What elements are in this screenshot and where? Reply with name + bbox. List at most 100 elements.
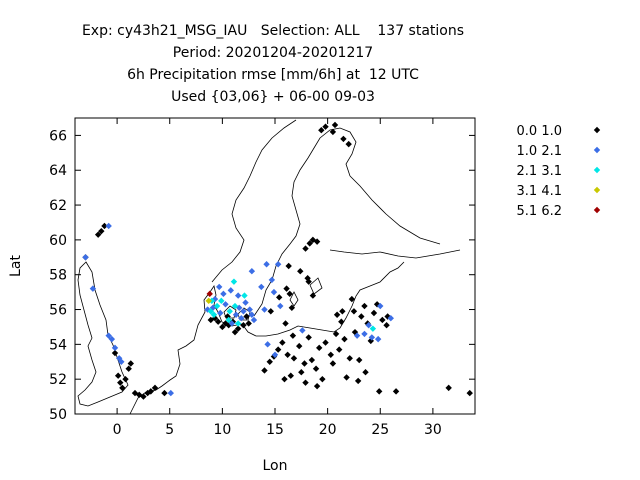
- station-point: [374, 335, 382, 343]
- station-point: [243, 313, 250, 320]
- station-point: [289, 332, 297, 339]
- station-point: [258, 283, 265, 291]
- station-point: [309, 292, 317, 299]
- data-points: [82, 121, 473, 400]
- station-point: [206, 290, 213, 298]
- legend-marker: [593, 166, 601, 174]
- station-point: [261, 367, 268, 374]
- station-point: [127, 360, 134, 367]
- station-point: [117, 379, 124, 386]
- station-point: [322, 339, 329, 346]
- station-point: [276, 294, 283, 301]
- station-point: [98, 227, 105, 235]
- station-point: [387, 315, 394, 322]
- station-point: [231, 328, 239, 336]
- station-point: [161, 389, 168, 397]
- station-point: [225, 316, 232, 324]
- station-point: [282, 320, 289, 327]
- station-point: [350, 308, 358, 315]
- station-point: [376, 388, 383, 395]
- station-point: [370, 309, 378, 317]
- station-point: [343, 374, 350, 381]
- legend-label: 2.1 3.1: [517, 164, 562, 179]
- station-point: [274, 261, 282, 268]
- station-point: [286, 290, 293, 298]
- station-point: [284, 351, 291, 358]
- station-point: [338, 318, 345, 325]
- y-tick-label: 52: [49, 372, 67, 388]
- station-point: [82, 254, 89, 261]
- legend-marker: [593, 146, 601, 154]
- station-point: [241, 292, 248, 299]
- header-line-2: Period: 20201204-20201217: [172, 45, 374, 61]
- station-point: [125, 365, 132, 372]
- station-point: [336, 346, 343, 353]
- legend-label: 3.1 4.1: [517, 184, 562, 199]
- x-axis-label: Lon: [263, 458, 288, 474]
- station-point: [267, 308, 274, 315]
- station-point: [313, 382, 321, 390]
- station-point: [246, 306, 253, 313]
- station-point: [339, 308, 346, 315]
- station-point: [274, 346, 282, 353]
- x-tick-label: 10: [213, 422, 231, 438]
- station-point: [227, 287, 234, 294]
- station-point: [290, 355, 298, 362]
- station-point: [216, 283, 223, 291]
- legend-label: 0.0 1.0: [517, 124, 562, 139]
- x-tick-label: 25: [371, 422, 389, 438]
- station-point: [268, 276, 276, 284]
- station-point: [108, 335, 116, 343]
- station-point: [316, 344, 323, 352]
- station-point: [332, 330, 340, 338]
- station-point: [296, 342, 303, 350]
- station-point: [214, 318, 222, 325]
- y-tick-label: 56: [49, 303, 67, 319]
- station-point: [218, 297, 225, 305]
- station-point: [114, 372, 122, 379]
- station-point: [131, 389, 139, 397]
- station-point: [301, 360, 308, 367]
- station-point: [298, 369, 305, 376]
- station-point: [230, 278, 238, 285]
- station-point: [313, 238, 321, 245]
- station-point: [331, 121, 339, 129]
- station-point: [281, 375, 288, 383]
- station-point: [234, 320, 242, 327]
- y-tick-label: 54: [49, 337, 67, 353]
- station-point: [329, 128, 337, 136]
- x-tick-label: 0: [113, 422, 122, 438]
- station-point: [299, 327, 306, 334]
- station-point: [105, 222, 112, 230]
- station-point: [379, 316, 386, 324]
- station-point: [118, 358, 125, 365]
- x-tick-label: 20: [319, 422, 337, 438]
- station-point: [263, 261, 270, 268]
- station-point: [333, 311, 341, 318]
- station-point: [345, 140, 352, 148]
- station-point: [445, 384, 452, 392]
- station-point: [327, 351, 334, 358]
- station-point: [361, 302, 368, 310]
- station-point: [362, 369, 369, 376]
- station-point: [217, 309, 224, 317]
- station-point: [234, 325, 242, 332]
- station-point: [329, 360, 337, 367]
- station-point: [210, 311, 218, 318]
- station-point: [365, 322, 372, 329]
- station-point: [232, 311, 240, 318]
- y-axis-label: Lat: [8, 255, 24, 277]
- station-point: [277, 302, 284, 310]
- station-point: [270, 288, 278, 296]
- station-point: [222, 301, 229, 308]
- station-point: [369, 325, 377, 332]
- station-point: [348, 295, 356, 303]
- station-point: [220, 290, 227, 298]
- station-point: [213, 302, 221, 310]
- station-point: [94, 231, 102, 238]
- station-point: [167, 389, 174, 397]
- station-point: [353, 332, 361, 339]
- x-tick-label: 30: [424, 422, 442, 438]
- station-point: [312, 365, 320, 372]
- station-point: [228, 320, 236, 327]
